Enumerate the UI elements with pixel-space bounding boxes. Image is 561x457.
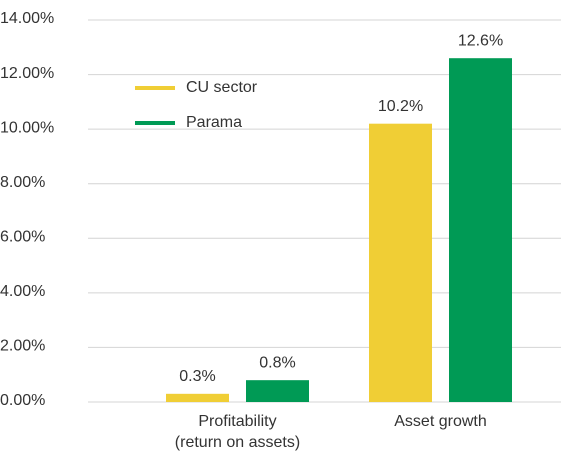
legend-label: Parama — [186, 114, 242, 131]
y-tick-label: 14.00% — [0, 10, 54, 27]
y-tick-label: 8.00% — [0, 174, 45, 191]
y-tick-label: 12.00% — [0, 65, 54, 82]
y-tick-label: 2.00% — [0, 338, 45, 355]
bar — [369, 123, 432, 402]
bar — [166, 393, 229, 402]
value-label: 0.8% — [259, 354, 295, 371]
y-tick-label: 0.00% — [0, 392, 45, 409]
y-tick-label: 4.00% — [0, 283, 45, 300]
bar — [449, 58, 512, 402]
x-tick-label: Asset growth — [394, 413, 486, 430]
y-tick-label: 10.00% — [0, 119, 54, 136]
legend-label: CU sector — [186, 79, 258, 96]
value-label: 12.6% — [458, 32, 503, 49]
bar — [246, 380, 309, 402]
y-tick-label: 6.00% — [0, 229, 45, 246]
value-label: 10.2% — [378, 98, 423, 115]
value-label: 0.3% — [179, 368, 215, 385]
x-tick-label: Profitability (return on assets) — [175, 413, 300, 451]
